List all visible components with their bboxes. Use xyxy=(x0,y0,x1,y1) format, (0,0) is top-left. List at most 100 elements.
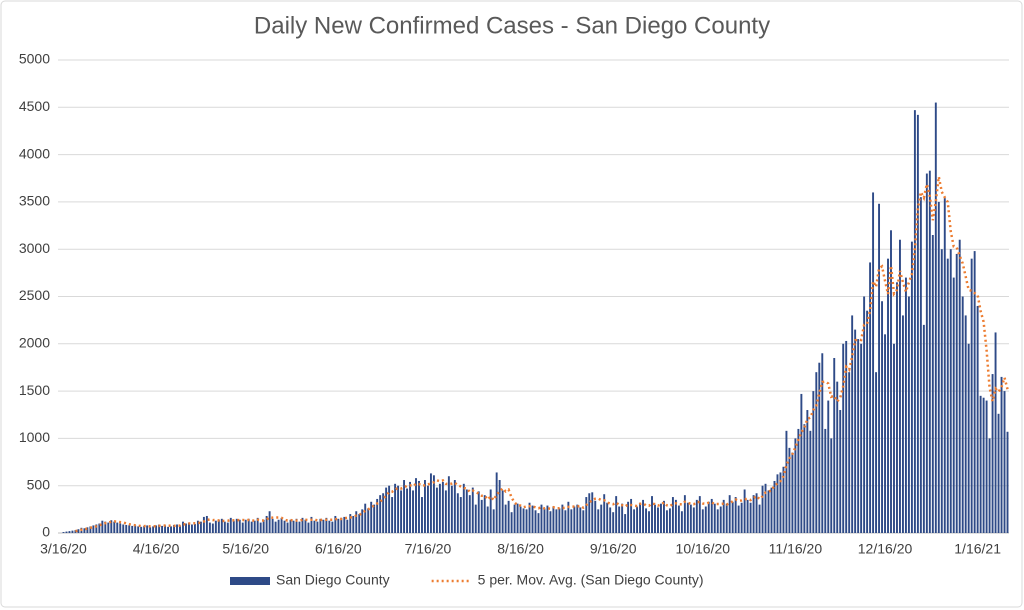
bar xyxy=(994,332,997,533)
x-tick-label: 3/16/20 xyxy=(40,541,87,557)
bar xyxy=(668,508,671,533)
bar xyxy=(146,525,149,533)
bar xyxy=(477,491,480,533)
bar xyxy=(663,500,665,533)
bar xyxy=(471,487,474,533)
bar xyxy=(277,519,280,533)
bar xyxy=(167,526,170,533)
bar xyxy=(812,391,815,533)
bar xyxy=(298,521,301,533)
bar xyxy=(122,524,125,533)
bar xyxy=(337,518,340,533)
bar xyxy=(916,114,919,534)
bar xyxy=(196,520,199,533)
bar xyxy=(567,501,570,533)
bar xyxy=(152,526,155,533)
y-tick-label: 500 xyxy=(27,476,51,492)
bar xyxy=(725,503,728,533)
y-tick-label: 1000 xyxy=(19,429,50,445)
bar xyxy=(244,519,247,533)
bar xyxy=(588,493,591,533)
bar xyxy=(355,511,358,533)
bar xyxy=(797,428,800,533)
bar xyxy=(418,480,420,533)
bar xyxy=(809,430,812,533)
bar xyxy=(890,230,892,533)
bar xyxy=(749,502,752,533)
bar xyxy=(131,525,134,533)
bar xyxy=(531,505,534,533)
bar xyxy=(256,517,259,533)
y-tick-label: 3500 xyxy=(19,193,50,209)
bar xyxy=(438,483,441,533)
bar xyxy=(815,372,818,533)
bar xyxy=(630,498,633,533)
bar xyxy=(400,490,403,533)
bar xyxy=(689,504,692,533)
bar xyxy=(839,410,842,533)
bar xyxy=(573,506,576,533)
bar xyxy=(866,310,869,533)
bar xyxy=(238,519,241,533)
bar xyxy=(205,515,208,533)
bar xyxy=(403,480,406,533)
x-tick-label: 1/16/21 xyxy=(954,541,1001,557)
bar xyxy=(692,507,695,533)
bar xyxy=(343,516,346,533)
y-tick-label: 5000 xyxy=(19,51,50,67)
bar xyxy=(262,519,265,533)
bar xyxy=(537,513,540,533)
bar xyxy=(904,277,907,533)
bar xyxy=(860,343,863,533)
bar xyxy=(698,496,701,533)
bar xyxy=(958,239,961,534)
bar xyxy=(185,523,187,533)
bar xyxy=(943,198,946,533)
bar xyxy=(827,400,830,533)
bar xyxy=(253,520,256,533)
bar xyxy=(164,525,167,533)
bar xyxy=(833,357,836,533)
bar xyxy=(988,438,991,533)
bar xyxy=(199,521,202,533)
bar xyxy=(982,397,985,533)
bar xyxy=(444,490,447,533)
bar xyxy=(845,340,848,533)
bar xyxy=(125,524,128,533)
bar xyxy=(140,526,143,533)
bar xyxy=(259,522,262,533)
bar xyxy=(743,489,746,533)
bar xyxy=(74,530,77,533)
bar xyxy=(220,518,223,533)
bar xyxy=(896,282,898,533)
bar xyxy=(229,517,232,533)
bar xyxy=(794,438,797,533)
bar xyxy=(304,519,307,533)
bar xyxy=(447,476,450,533)
bar xyxy=(624,514,627,533)
bar xyxy=(636,506,639,533)
bar xyxy=(385,487,388,533)
bar xyxy=(101,520,104,533)
bar xyxy=(379,495,382,533)
bar xyxy=(307,522,310,533)
bar xyxy=(110,520,113,533)
bar xyxy=(761,485,764,533)
bar xyxy=(779,472,782,533)
y-tick-label: 0 xyxy=(42,524,50,540)
bar xyxy=(967,343,970,533)
bar xyxy=(869,262,872,533)
y-tick-label: 3000 xyxy=(19,240,50,256)
bar xyxy=(716,509,719,533)
bar xyxy=(639,502,642,533)
x-tick-label: 4/16/20 xyxy=(133,541,180,557)
bar xyxy=(382,493,385,533)
bar xyxy=(660,503,662,533)
bar xyxy=(492,509,495,533)
bar xyxy=(349,514,352,533)
bar xyxy=(952,277,955,533)
bar xyxy=(328,520,331,533)
bar xyxy=(937,201,940,533)
bar xyxy=(648,511,650,533)
bar xyxy=(872,192,875,533)
